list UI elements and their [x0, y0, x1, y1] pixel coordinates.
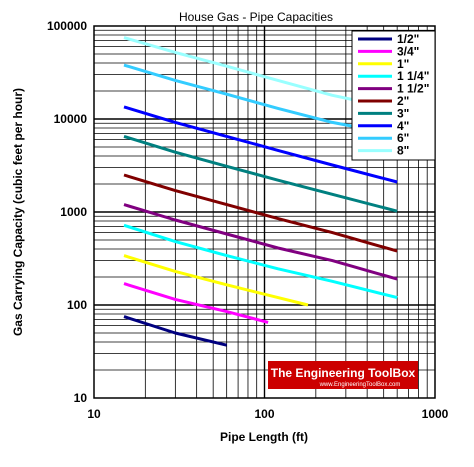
x-tick-label: 1000 [422, 407, 449, 421]
series-line [123, 63, 368, 131]
legend-label: 4" [397, 119, 409, 133]
x-axis-label: Pipe Length (ft) [220, 430, 308, 444]
legend-label: 3" [397, 106, 409, 120]
tick-labels: 10 100 1000 10 100 1000 10000 100000 [47, 19, 449, 421]
x-tick-label: 100 [254, 407, 274, 421]
y-tick-label: 10000 [54, 112, 88, 126]
series-layer [123, 36, 398, 347]
legend-label: 1/2" [397, 32, 419, 46]
plot-area-border [93, 25, 436, 399]
y-axis-label: Gas Carrying Capacity (cubic feet per ho… [11, 88, 25, 336]
legend-label: 2" [397, 94, 409, 108]
y-tick-label: 100000 [47, 19, 87, 33]
legend-label: 1 1/4" [397, 69, 429, 83]
series-line [123, 173, 398, 253]
chart-title: House Gas - Pipe Capacities [179, 10, 333, 24]
series-line [123, 105, 398, 184]
watermark-subtitle: www.EngineeringToolBox.com [319, 382, 401, 388]
series-line [123, 36, 368, 105]
legend-label: 6" [397, 131, 409, 145]
watermark-title: The Engineering ToolBox [271, 366, 416, 380]
y-tick-label: 10 [74, 391, 88, 405]
series-line [123, 254, 309, 307]
legend-label: 1" [397, 57, 409, 71]
legend: 1/2"3/4"1"1 1/4"1 1/2"2"3"4"6"8" [351, 30, 436, 161]
series-line [123, 315, 228, 347]
y-tick-label: 1000 [60, 205, 87, 219]
series-line [123, 223, 398, 300]
legend-label: 1 1/2" [397, 82, 429, 96]
x-tick-label: 10 [87, 407, 101, 421]
legend-label: 3/4" [397, 44, 419, 58]
legend-label: 8" [397, 144, 409, 158]
series-line [123, 203, 398, 281]
watermark-background [268, 361, 418, 389]
series-line [123, 134, 398, 213]
series-line [123, 282, 269, 324]
watermark: The Engineering ToolBox www.EngineeringT… [268, 361, 418, 389]
y-tick-label: 100 [67, 298, 87, 312]
